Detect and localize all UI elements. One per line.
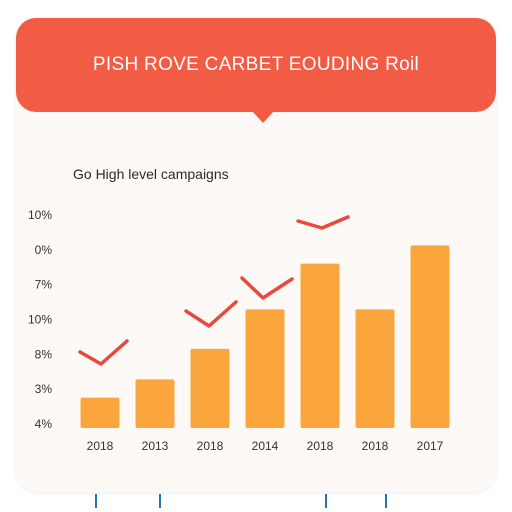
check-annotations xyxy=(78,215,350,366)
chart-subtitle: Go High level campaigns xyxy=(73,166,229,182)
x-tick-label: 2018 xyxy=(362,439,389,453)
y-tick-label: 8% xyxy=(35,347,53,361)
bar xyxy=(300,263,340,428)
y-tick-label: 3% xyxy=(35,382,53,396)
check-mark-icon xyxy=(296,215,350,230)
y-tick-label: 10% xyxy=(28,208,52,222)
check-mark-icon xyxy=(240,276,294,300)
x-tick-label: 2013 xyxy=(142,439,169,453)
bar xyxy=(245,309,285,428)
y-axis-ticks: 10% 0% 7% 10% 8% 3% 4% xyxy=(28,208,52,431)
bars xyxy=(80,245,450,428)
header-pointer xyxy=(252,111,274,123)
x-tick-label: 2018 xyxy=(307,439,334,453)
check-mark-icon xyxy=(78,339,129,366)
x-tick-label: 2014 xyxy=(252,439,279,453)
bottom-tick-marks xyxy=(95,494,387,508)
bar xyxy=(190,348,230,428)
check-mark-icon xyxy=(184,300,238,328)
y-tick-label: 0% xyxy=(35,243,53,257)
bar xyxy=(135,379,175,428)
y-tick-label: 4% xyxy=(35,417,53,431)
x-tick-label: 2018 xyxy=(87,439,114,453)
x-tick-label: 2018 xyxy=(197,439,224,453)
x-axis-ticks: 2018 2013 2018 2014 2018 2018 2017 xyxy=(87,439,444,453)
y-tick-label: 7% xyxy=(35,278,53,292)
y-tick-label: 10% xyxy=(28,313,52,327)
bar xyxy=(410,245,450,428)
chart-title: PISH ROVE CARBET EOUDING Roil xyxy=(92,54,420,75)
bar xyxy=(355,309,395,428)
x-tick-label: 2017 xyxy=(417,439,444,453)
chart-header: PISH ROVE CARBET EOUDING Roil xyxy=(16,18,496,112)
bar xyxy=(80,397,120,428)
